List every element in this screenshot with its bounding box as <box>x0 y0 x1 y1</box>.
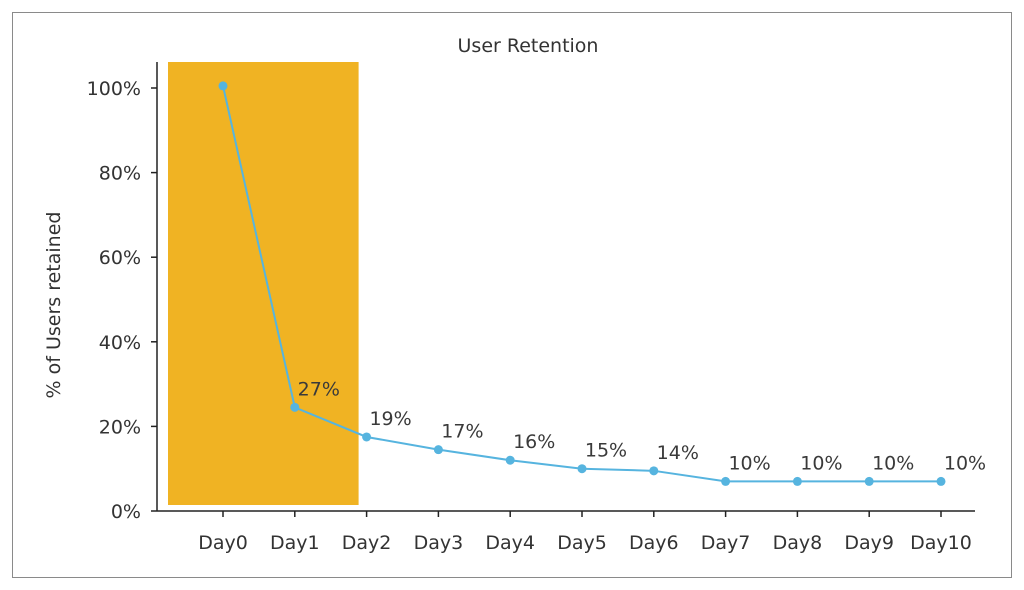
data-label: 16% <box>513 431 555 453</box>
x-tick-label: Day7 <box>701 532 751 554</box>
y-tick-label: 40% <box>99 332 141 354</box>
x-tick-label: Day4 <box>485 532 535 554</box>
data-label: 10% <box>728 452 770 474</box>
x-tick-label: Day1 <box>270 532 320 554</box>
data-point <box>433 445 443 455</box>
y-axis-label: % of Users retained <box>43 212 65 399</box>
data-label: 10% <box>944 452 986 474</box>
x-tick-label: Day8 <box>773 532 823 554</box>
highlight-region <box>168 62 359 505</box>
data-point <box>721 476 731 486</box>
data-point <box>577 464 587 474</box>
chart-title: User Retention <box>458 35 599 57</box>
data-point <box>936 476 946 486</box>
x-tick-label: Day10 <box>910 532 972 554</box>
data-label: 17% <box>441 421 483 443</box>
data-label: 14% <box>657 442 699 464</box>
data-point <box>792 476 802 486</box>
data-point <box>864 476 874 486</box>
data-label: 15% <box>585 440 627 462</box>
data-point <box>218 81 228 91</box>
x-tick-label: Day6 <box>629 532 679 554</box>
y-tick-label: 100% <box>87 78 141 100</box>
y-tick-label: 60% <box>99 247 141 269</box>
x-tick-label: Day0 <box>198 532 248 554</box>
x-tick-label: Day2 <box>342 532 392 554</box>
x-tick-label: Day5 <box>557 532 607 554</box>
data-label: 10% <box>872 452 914 474</box>
data-point <box>362 432 372 442</box>
y-tick-label: 20% <box>99 416 141 438</box>
y-tick-label: 80% <box>99 163 141 185</box>
data-label: 19% <box>369 408 411 430</box>
x-tick-label: Day9 <box>844 532 894 554</box>
data-point <box>505 455 515 465</box>
y-tick-label: 0% <box>111 501 141 523</box>
data-label: 10% <box>800 452 842 474</box>
data-point <box>290 402 300 412</box>
data-label: 27% <box>298 378 340 400</box>
x-tick-label: Day3 <box>414 532 464 554</box>
data-point <box>649 466 659 476</box>
